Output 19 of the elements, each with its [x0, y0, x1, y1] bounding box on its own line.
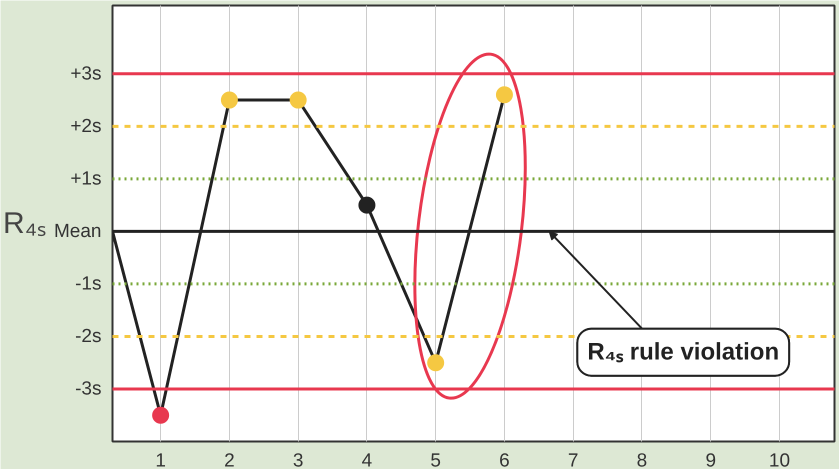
x-tick-label: 7	[568, 450, 578, 469]
y-tick-label: -1s	[75, 273, 102, 294]
x-tick-label: 10	[768, 450, 790, 469]
x-tick-label: 6	[499, 450, 510, 469]
y-tick-label: +3s	[70, 63, 102, 84]
x-tick-label: 8	[636, 450, 648, 469]
y-tick-label: -3s	[75, 378, 102, 400]
x-tick-label: 3	[292, 450, 304, 469]
x-tick-label: 4	[362, 450, 373, 469]
x-tick-label: 9	[705, 450, 716, 469]
x-tick-label: 5	[430, 450, 441, 469]
annotation: R₄ₛ rule violation	[587, 338, 780, 366]
y-tick-label: -2s	[75, 326, 102, 347]
x-tick-label: 1	[155, 450, 166, 469]
x-tick-label: 2	[224, 450, 235, 469]
y-axis-title: R₄ₛ	[3, 207, 46, 240]
y-tick-label: Mean	[54, 220, 102, 242]
y-tick-label: +1s	[70, 168, 102, 190]
y-tick-label: +2s	[70, 116, 102, 137]
